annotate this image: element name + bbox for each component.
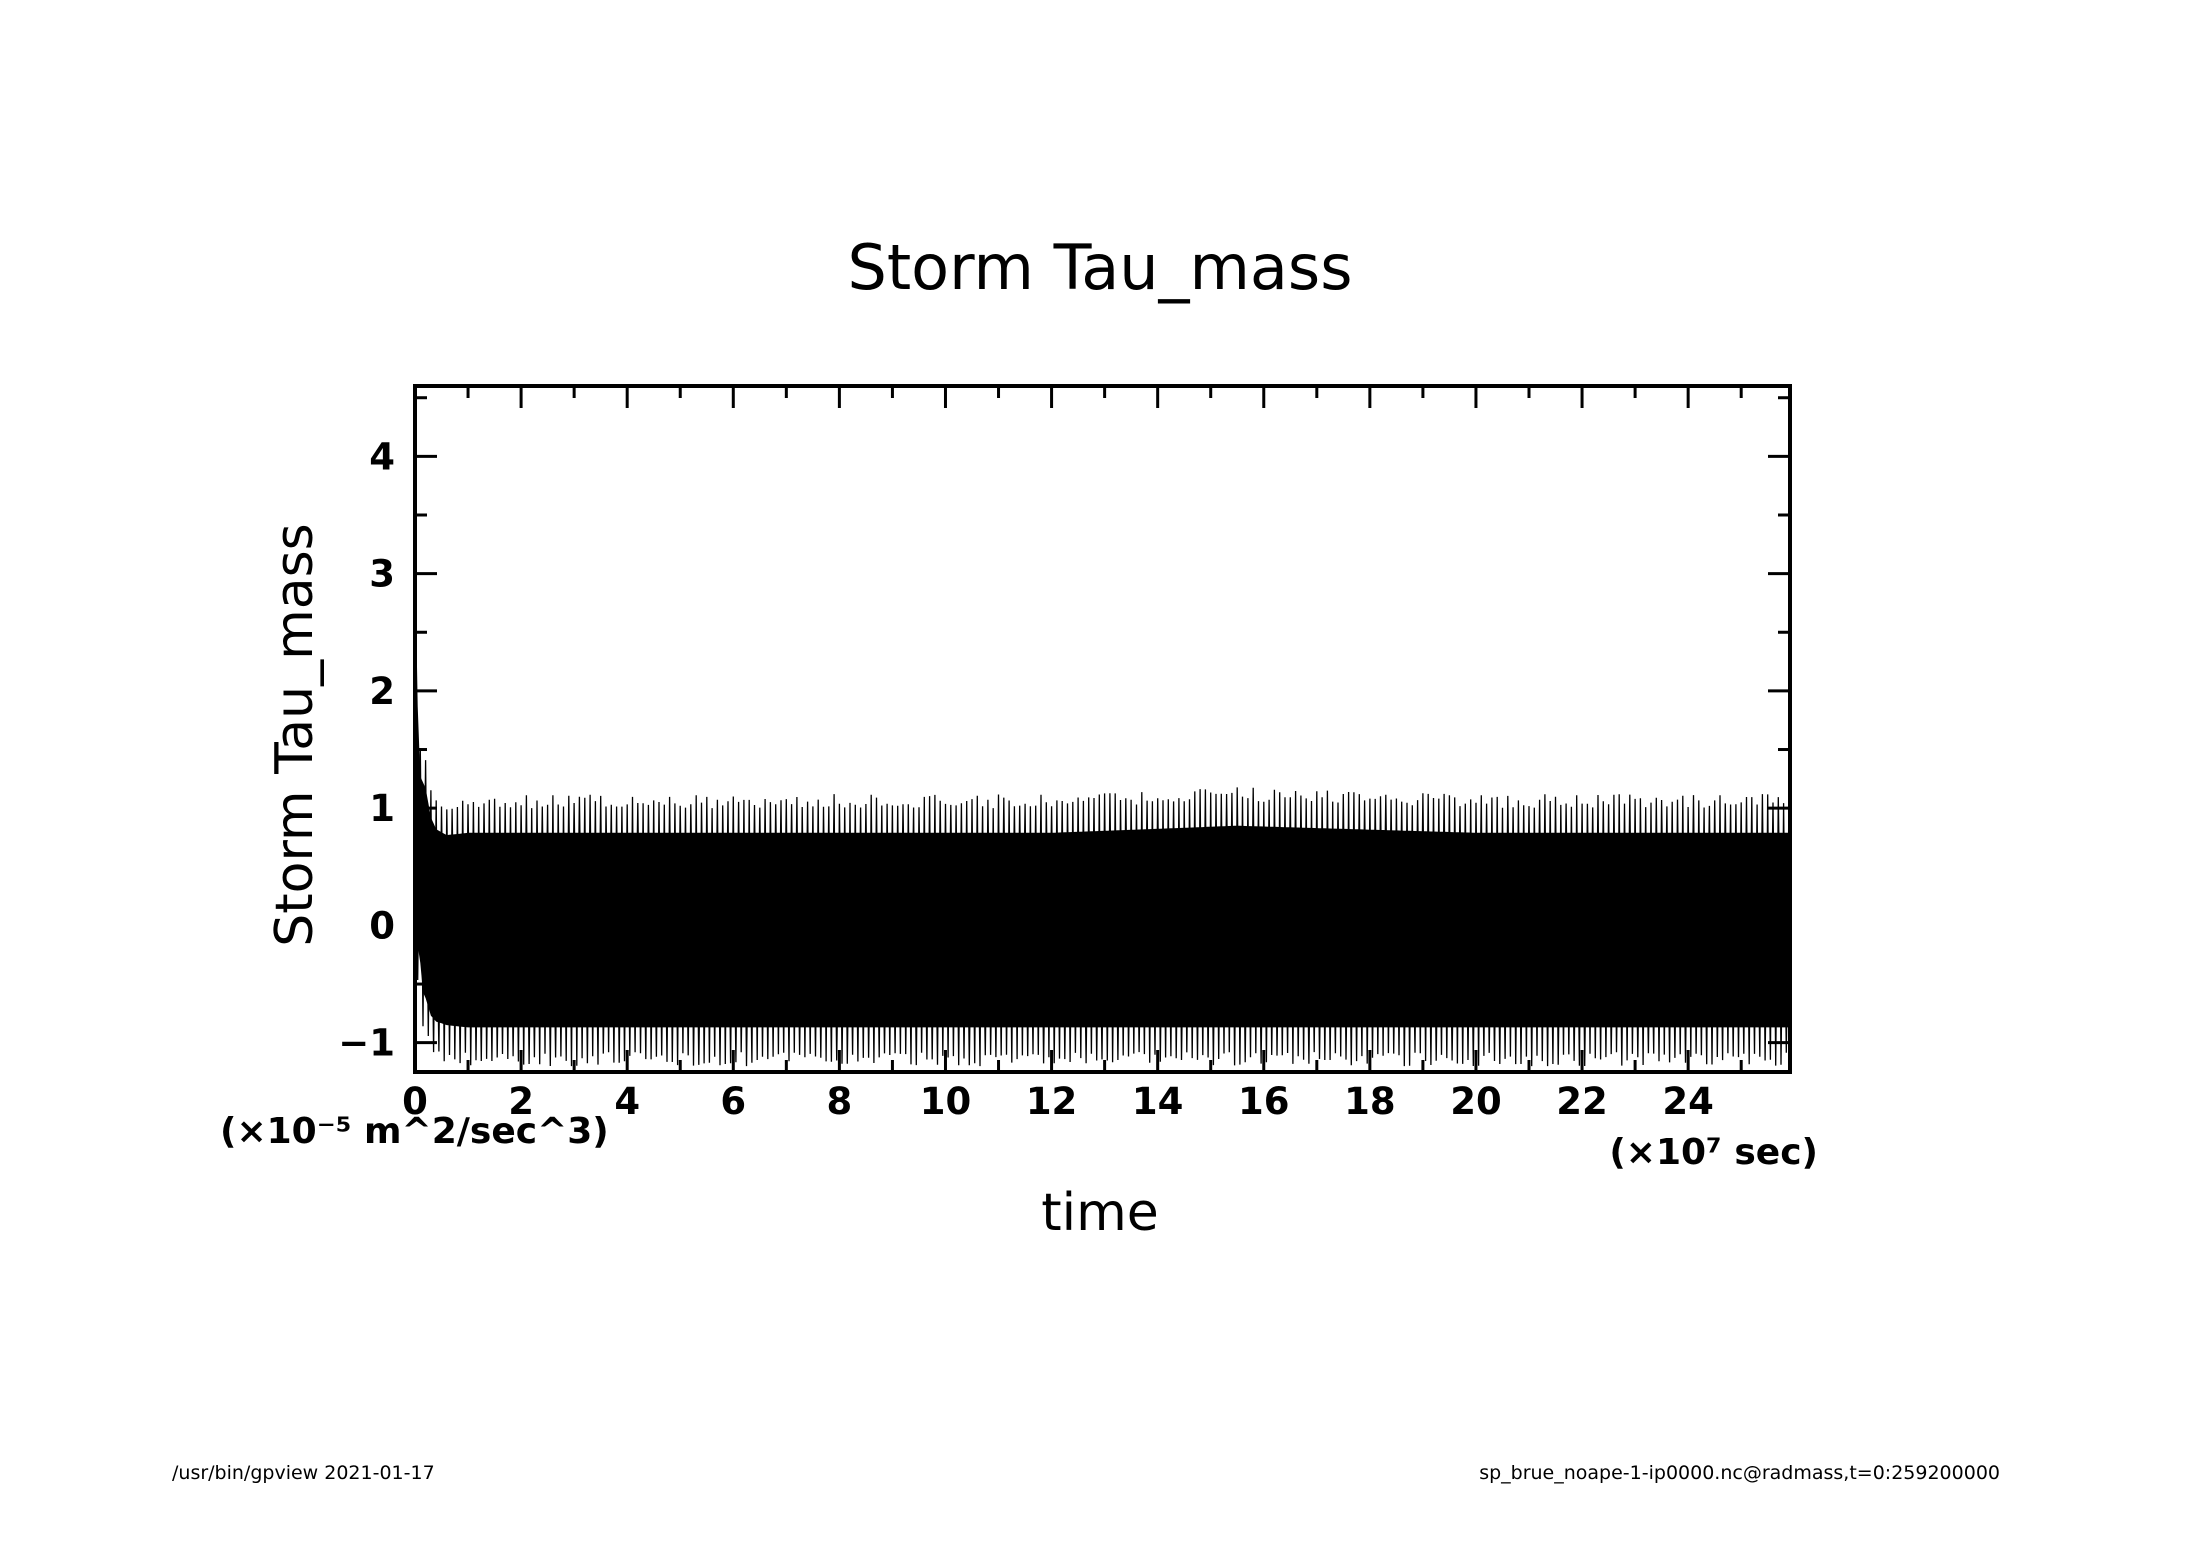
x-unit-label: (×10⁷ sec) — [1609, 1132, 1818, 1173]
x-tick-label: 22 — [1556, 1080, 1608, 1123]
x-tick-label: 4 — [614, 1080, 640, 1123]
x-tick-label: 8 — [827, 1080, 853, 1123]
y-tick-label: 4 — [369, 435, 395, 478]
series-band — [415, 553, 1789, 1028]
x-tick-label: 20 — [1450, 1080, 1502, 1123]
y-unit-label: (×10⁻⁵ m^2/sec^3) — [220, 1111, 609, 1152]
y-tick-label: 0 — [369, 904, 395, 947]
x-tick-label: 24 — [1662, 1080, 1714, 1123]
y-tick-label: 1 — [369, 787, 395, 830]
x-tick-label: 16 — [1238, 1080, 1290, 1123]
y-tick-label: 2 — [369, 670, 395, 713]
y-tick-label: 3 — [369, 553, 395, 596]
x-tick-label: 0 — [402, 1080, 428, 1123]
footer-left: /usr/bin/gpview 2021-01-17 — [172, 1462, 435, 1484]
series-layer — [414, 514, 1790, 1067]
x-tick-label: 2 — [508, 1080, 534, 1123]
chart-title: Storm Tau_mass — [848, 231, 1353, 304]
x-tick-label: 14 — [1132, 1080, 1184, 1123]
x-tick-label: 18 — [1344, 1080, 1396, 1123]
x-tick-label: 12 — [1026, 1080, 1078, 1123]
x-axis-label: time — [1041, 1183, 1158, 1243]
x-tick-label: 10 — [920, 1080, 972, 1123]
y-tick-label: −1 — [338, 1022, 395, 1065]
footer-right: sp_brue_noape-1-ip0000.nc@radmass,t=0:25… — [1479, 1462, 2000, 1484]
y-axis-label: Storm Tau_mass — [265, 523, 325, 947]
x-tick-label: 6 — [720, 1080, 746, 1123]
plot-frame — [413, 384, 1792, 1074]
